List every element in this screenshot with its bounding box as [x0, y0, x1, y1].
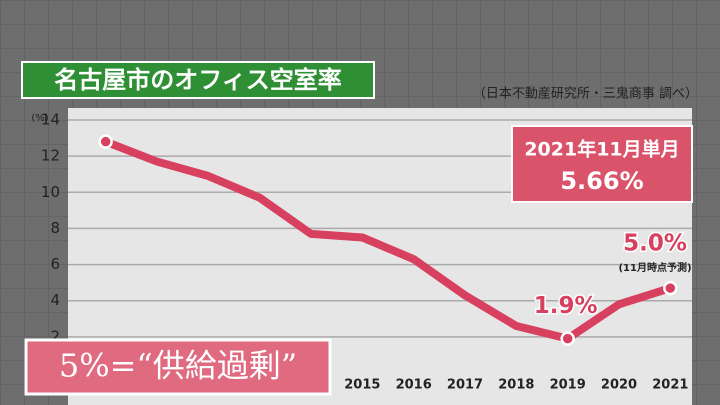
x-tick-label: 2015 [344, 378, 380, 393]
grid: 2 4 6 8 10 12 14 2015 2016 2017 2018 2019 2020 2021 [41, 111, 692, 393]
month-value: 5.66% [560, 167, 643, 195]
point-marker [98, 134, 113, 149]
plot: 1.9% [98, 134, 678, 346]
y-unit: (%) [31, 113, 48, 124]
caption: 5%=“供給過剰” [59, 347, 297, 385]
y-tick-label: 14 [41, 111, 60, 129]
source: （日本不動産研究所・三鬼商事 調べ） [473, 86, 698, 102]
x-tick-label: 2018 [498, 378, 534, 393]
month-box [511, 125, 693, 203]
y-tick-label: 2 [50, 327, 60, 345]
y-tick-label: 10 [41, 183, 60, 201]
x-tick-label: 2020 [601, 378, 637, 393]
x-tick-label: 2021 [652, 378, 688, 393]
y-tick-label: 8 [50, 219, 60, 237]
x-tick-label: 2016 [396, 378, 432, 393]
caption-box [24, 338, 332, 396]
forecast-label: 5.0% [623, 231, 687, 257]
forecast-note: (11月時点予測) [618, 261, 691, 274]
y-tick-label: 4 [50, 291, 60, 309]
line [101, 137, 675, 343]
y-tick-label: 6 [50, 255, 60, 273]
value-label: 1.9% [534, 293, 598, 319]
month-label: 2021年11月単月 [524, 138, 679, 161]
x-tick-label: 2017 [447, 378, 483, 393]
point-marker [560, 331, 575, 346]
title-box [21, 61, 375, 99]
y-tick-label: 12 [41, 147, 60, 165]
point-marker [663, 280, 678, 296]
chart-title: 名古屋市のオフィス空室率 [54, 66, 342, 94]
x-tick-label: 2019 [550, 378, 586, 393]
